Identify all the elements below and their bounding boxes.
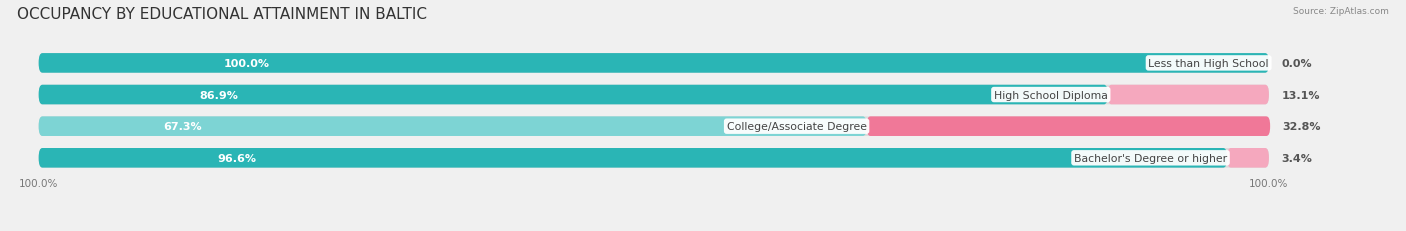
Text: OCCUPANCY BY EDUCATIONAL ATTAINMENT IN BALTIC: OCCUPANCY BY EDUCATIONAL ATTAINMENT IN B… xyxy=(17,7,427,22)
FancyBboxPatch shape xyxy=(39,85,1268,105)
Text: 67.3%: 67.3% xyxy=(163,122,201,132)
Text: 100.0%: 100.0% xyxy=(18,179,59,188)
Text: Bachelor's Degree or higher: Bachelor's Degree or higher xyxy=(1074,153,1227,163)
FancyBboxPatch shape xyxy=(39,117,1268,136)
Text: Source: ZipAtlas.com: Source: ZipAtlas.com xyxy=(1294,7,1389,16)
FancyBboxPatch shape xyxy=(1108,85,1268,105)
Text: College/Associate Degree: College/Associate Degree xyxy=(727,122,866,132)
Text: 86.9%: 86.9% xyxy=(200,90,238,100)
FancyBboxPatch shape xyxy=(39,54,1268,73)
Text: Less than High School: Less than High School xyxy=(1149,59,1268,69)
Text: 13.1%: 13.1% xyxy=(1281,90,1320,100)
Text: 96.6%: 96.6% xyxy=(217,153,256,163)
FancyBboxPatch shape xyxy=(39,54,1268,73)
Text: 3.4%: 3.4% xyxy=(1281,153,1312,163)
Text: High School Diploma: High School Diploma xyxy=(994,90,1108,100)
FancyBboxPatch shape xyxy=(39,117,866,136)
FancyBboxPatch shape xyxy=(866,117,1270,136)
FancyBboxPatch shape xyxy=(1227,148,1268,168)
FancyBboxPatch shape xyxy=(39,85,1108,105)
FancyBboxPatch shape xyxy=(39,148,1268,168)
Text: 32.8%: 32.8% xyxy=(1282,122,1322,132)
Text: 0.0%: 0.0% xyxy=(1281,59,1312,69)
Text: 100.0%: 100.0% xyxy=(1249,179,1289,188)
FancyBboxPatch shape xyxy=(39,148,1227,168)
Text: 100.0%: 100.0% xyxy=(224,59,269,69)
